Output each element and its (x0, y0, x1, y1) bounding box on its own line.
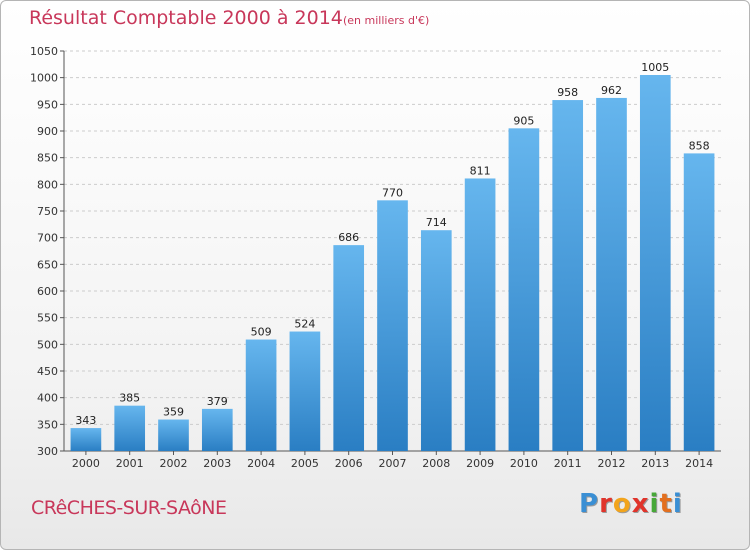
x-tick-label: 2007 (379, 457, 407, 470)
axes: 300 350 400 450 500 550 600 650 700 750 800 850 900 9… (30, 45, 721, 470)
proxiti-logo[interactable]: Proxiti (579, 489, 683, 519)
x-tick-label: 2004 (247, 457, 275, 470)
y-tick-label: 300 (37, 445, 58, 458)
value-label: 770 (382, 186, 403, 199)
value-label: 905 (513, 114, 534, 127)
value-label: 958 (557, 86, 578, 99)
bar-2007 (377, 200, 408, 451)
logo-letter: i (672, 489, 683, 519)
y-tick-label: 600 (37, 285, 58, 298)
bar-2006 (333, 245, 365, 451)
bar-2000 (70, 428, 102, 451)
bar-2008 (420, 230, 452, 451)
y-tick-label: 750 (37, 205, 58, 218)
bar-2002 (158, 419, 189, 451)
x-tick-label: 2009 (466, 457, 494, 470)
logo-letter: o (612, 489, 632, 519)
bar-2004 (245, 339, 277, 451)
y-tick-label: 500 (37, 338, 58, 351)
y-tick-label: 950 (37, 98, 58, 111)
bar-2012 (596, 97, 627, 451)
value-label: 509 (251, 326, 272, 339)
y-tick-label: 700 (37, 232, 58, 245)
bar-2011 (552, 100, 584, 452)
x-tick-label: 2011 (554, 457, 582, 470)
x-tick-label: 2012 (598, 457, 626, 470)
y-tick-label: 1050 (30, 45, 58, 58)
chart-subtitle: (en milliers d'€) (343, 14, 430, 27)
x-tick-label: 2003 (203, 457, 231, 470)
logo-letter: r (599, 489, 613, 519)
value-label: 524 (294, 318, 315, 331)
y-tick-label: 800 (37, 178, 58, 191)
value-label: 858 (689, 139, 710, 152)
bars (70, 75, 715, 452)
x-tick-label: 2008 (422, 457, 450, 470)
x-tick-label: 2014 (685, 457, 713, 470)
value-label: 714 (426, 216, 447, 229)
value-labels: 343 385 359 379 509 524 686 770 714 811 905 958 962 1… (75, 61, 709, 427)
value-label: 379 (207, 395, 228, 408)
x-tick-label: 2006 (335, 457, 363, 470)
value-label: 811 (470, 164, 491, 177)
value-label: 686 (338, 231, 359, 244)
value-label: 962 (601, 84, 622, 97)
bar-2003 (201, 408, 233, 451)
value-label: 385 (119, 392, 140, 405)
logo-letter: P (579, 489, 600, 519)
x-tick-label: 2005 (291, 457, 319, 470)
x-tick-label: 2000 (72, 457, 100, 470)
logo-letter: x (631, 489, 650, 519)
chart-title: Résultat Comptable 2000 à 2014 (29, 7, 343, 29)
value-label: 343 (75, 414, 96, 427)
value-label: 359 (163, 406, 184, 419)
bar-2009 (464, 178, 496, 451)
value-label: 1005 (641, 61, 669, 74)
bar-2013 (639, 75, 671, 451)
x-tick-label: 2013 (641, 457, 669, 470)
bar-2014 (683, 153, 715, 451)
y-tick-label: 400 (37, 392, 58, 405)
y-tick-label: 550 (37, 312, 58, 325)
bar-2005 (289, 331, 321, 451)
y-tick-label: 650 (37, 258, 58, 271)
logo-letter: t (659, 489, 673, 519)
bar-2001 (114, 405, 146, 451)
x-tick-label: 2001 (116, 457, 144, 470)
y-tick-label: 450 (37, 365, 58, 378)
y-tick-label: 350 (37, 418, 58, 431)
y-tick-label: 850 (37, 152, 58, 165)
bar-2010 (508, 128, 540, 451)
x-tick-label: 2010 (510, 457, 538, 470)
y-tick-label: 900 (37, 125, 58, 138)
logo-letter: i (649, 489, 660, 519)
y-tick-label: 1000 (30, 72, 58, 85)
x-tick-label: 2002 (160, 457, 188, 470)
city-name: CRêCHES-SUR-SAôNE (31, 497, 227, 519)
